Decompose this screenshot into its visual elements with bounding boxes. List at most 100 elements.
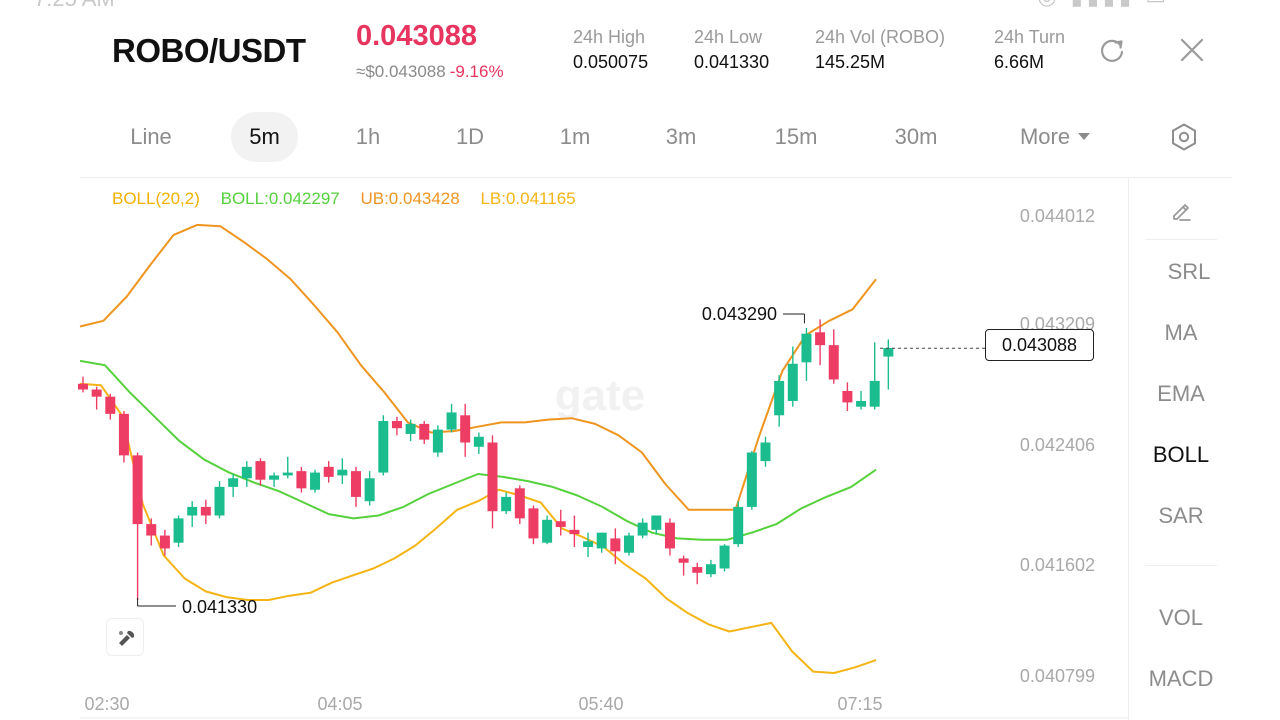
price-change: -9.16% bbox=[449, 62, 504, 81]
candle-body bbox=[774, 380, 785, 416]
close-icon[interactable] bbox=[1176, 34, 1208, 66]
stat-value: 0.050075 bbox=[573, 52, 649, 72]
candles bbox=[78, 319, 894, 600]
candle-up bbox=[637, 518, 648, 539]
candle-body bbox=[692, 567, 703, 573]
x-tick-label: 05:40 bbox=[578, 694, 623, 714]
x-axis-labels: 02:30 04:05 05:40 07:15 bbox=[80, 694, 1128, 719]
candle-up bbox=[719, 544, 730, 572]
sidebar-item-sar[interactable]: SAR bbox=[1158, 503, 1204, 528]
sidebar-item-vol[interactable]: VOL bbox=[1158, 605, 1204, 630]
hexagon-settings-icon[interactable] bbox=[1168, 121, 1200, 153]
tab-line[interactable]: Line bbox=[130, 124, 172, 149]
candle-down bbox=[91, 386, 102, 410]
chart-canvas[interactable]: gate 0.0440120.0432090.0424060.0416020.0… bbox=[0, 178, 1128, 720]
candle-body bbox=[391, 421, 402, 429]
boll-bands bbox=[79, 223, 877, 674]
price-sub: ≈$0.043088 -9.16% bbox=[356, 62, 504, 82]
candle-body bbox=[296, 471, 307, 489]
candle-body bbox=[105, 396, 116, 414]
candle-up bbox=[228, 473, 239, 497]
candle-body bbox=[542, 519, 553, 543]
sidebar-item-srl[interactable]: SRL bbox=[1167, 259, 1211, 284]
tab-30m[interactable]: 30m bbox=[894, 124, 938, 149]
band-ub bbox=[79, 223, 877, 511]
candle-up bbox=[501, 492, 512, 515]
candle-up bbox=[378, 415, 389, 476]
candle-down bbox=[555, 509, 566, 536]
candle-up bbox=[364, 471, 375, 506]
tab-5m[interactable]: 5m bbox=[231, 112, 298, 162]
boll-ub-value: UB:0.043428 bbox=[360, 189, 460, 208]
candle-body bbox=[528, 508, 539, 539]
boll-mid-value: BOLL:0.042297 bbox=[220, 189, 340, 208]
candle-body bbox=[664, 522, 675, 549]
candle-up bbox=[624, 532, 634, 556]
sidebar-item-ema[interactable]: EMA bbox=[1157, 381, 1205, 406]
candle-body bbox=[173, 518, 184, 543]
candle-down bbox=[351, 466, 361, 507]
candle-body bbox=[610, 538, 621, 552]
candle-body bbox=[405, 423, 416, 434]
candle-up bbox=[596, 532, 607, 553]
candle-body bbox=[364, 478, 375, 502]
candle-body bbox=[214, 486, 225, 516]
x-tick-label: 07:15 bbox=[837, 694, 882, 714]
candle-body bbox=[760, 442, 771, 462]
stat-24h-high: 24h High 0.050075 bbox=[573, 27, 683, 73]
stat-label: 24h Low bbox=[694, 27, 763, 47]
drawing-tools-button[interactable] bbox=[106, 618, 144, 656]
tab-more[interactable]: More bbox=[1000, 112, 1110, 162]
candle-body bbox=[569, 529, 580, 535]
tabs-divider bbox=[80, 177, 1232, 178]
candle-up bbox=[310, 469, 321, 493]
tab-15m[interactable]: 15m bbox=[774, 124, 818, 149]
candle-up bbox=[733, 501, 744, 548]
sidebar-item-ma[interactable]: MA bbox=[1164, 320, 1198, 345]
stat-value: 145.25M bbox=[815, 52, 886, 72]
candle-body bbox=[159, 535, 170, 549]
candle-down bbox=[514, 485, 525, 525]
gate-watermark: gate bbox=[555, 371, 645, 420]
candle-body bbox=[118, 413, 129, 456]
candle-down bbox=[678, 555, 689, 576]
candle-up bbox=[774, 375, 785, 427]
candle-body bbox=[378, 421, 389, 473]
candle-down bbox=[487, 435, 498, 529]
stat-value: 0.041330 bbox=[694, 52, 770, 72]
tab-3m[interactable]: 3m bbox=[665, 124, 697, 149]
candle-body bbox=[269, 475, 280, 480]
candle-down bbox=[78, 376, 88, 393]
candle-up bbox=[583, 532, 594, 558]
candle-body bbox=[583, 541, 594, 548]
refresh-icon[interactable] bbox=[1096, 34, 1128, 66]
tab-more-label: More bbox=[1019, 124, 1071, 149]
boll-legend: BOLL(20,2) BOLL:0.042297 UB:0.043428 LB:… bbox=[112, 189, 592, 209]
candle-body bbox=[705, 564, 716, 575]
candle-body bbox=[828, 345, 839, 380]
candle-body bbox=[419, 423, 430, 440]
candle-body bbox=[432, 429, 443, 453]
watermark-text: gate bbox=[555, 371, 645, 420]
tab-1h[interactable]: 1h bbox=[355, 124, 381, 149]
tab-1d[interactable]: 1D bbox=[455, 124, 485, 149]
candle-body bbox=[351, 471, 361, 497]
candle-body bbox=[460, 415, 471, 443]
stat-value: 6.66M bbox=[994, 52, 1045, 72]
kline-chart[interactable]: gate 0.044012 0.043209 0.042406 0.041602 0.0… bbox=[0, 178, 1128, 720]
tab-1m[interactable]: 1m bbox=[559, 124, 591, 149]
status-bar: 7:25 AM ◔ ◎ ▮▮▮▮ ▭ bbox=[0, 0, 1280, 12]
pencil-icon[interactable] bbox=[1167, 196, 1195, 224]
candle-down bbox=[159, 529, 170, 556]
stat-label: 24h Turn bbox=[994, 27, 1066, 47]
pair-title[interactable]: ROBO/USDT bbox=[112, 32, 306, 69]
candle-down bbox=[828, 329, 839, 384]
sidebar-item-boll[interactable]: BOLL bbox=[1152, 442, 1210, 467]
last-price: 0.043088 bbox=[356, 20, 477, 52]
candle-body bbox=[555, 521, 566, 527]
candle-down bbox=[200, 499, 211, 525]
candle-down bbox=[255, 458, 266, 486]
sidebar-item-macd[interactable]: MACD bbox=[1148, 666, 1214, 691]
candle-up bbox=[446, 403, 457, 433]
